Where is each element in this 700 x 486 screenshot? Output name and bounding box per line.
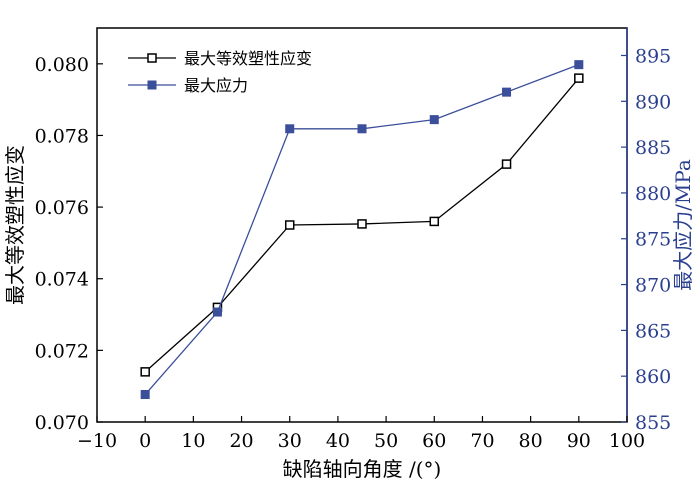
legend-marker-stress xyxy=(147,80,157,90)
right-tick-label: 870 xyxy=(635,275,671,297)
x-tick-label: 0 xyxy=(139,430,151,452)
x-tick-label: 20 xyxy=(229,430,253,452)
series-0-point xyxy=(574,73,584,83)
left-tick-label: 0.070 xyxy=(35,412,89,434)
series-0-point xyxy=(501,159,512,169)
legend: 最大等效塑性应变 最大应力 xyxy=(128,49,312,95)
left-tick-label: 0.080 xyxy=(35,54,89,76)
series-1-point xyxy=(285,124,295,134)
series-1-point xyxy=(429,115,439,125)
x-axis-title: 缺陷轴向角度 /(°) xyxy=(283,457,442,481)
series-1-point xyxy=(502,87,512,97)
right-tick-label: 865 xyxy=(635,320,671,342)
right-tick-label: 860 xyxy=(635,366,671,388)
x-tick-label: 80 xyxy=(519,430,543,452)
x-tick-label: 40 xyxy=(326,430,350,452)
left-tick-label: 0.078 xyxy=(35,125,89,147)
legend-label-strain: 最大等效塑性应变 xyxy=(184,49,312,68)
left-axis-title: 最大等效塑性应变 xyxy=(3,145,27,305)
right-tick-label: 885 xyxy=(635,137,671,159)
x-tick-label: 60 xyxy=(422,430,446,452)
x-tick-label: 70 xyxy=(470,430,494,452)
right-axis-title: 最大应力/MPa xyxy=(671,159,695,291)
series-layer xyxy=(140,60,584,400)
x-tick-label: −10 xyxy=(77,430,117,452)
x-axis-ticks: −10 0 10 20 30 40 50 60 70 80 90 100 xyxy=(77,416,645,452)
series-1-point xyxy=(357,124,367,134)
series-1-point xyxy=(140,390,150,400)
right-tick-label: 890 xyxy=(635,91,671,113)
right-tick-label: 855 xyxy=(635,412,671,434)
right-tick-label: 880 xyxy=(635,183,671,205)
x-tick-label: 30 xyxy=(278,430,302,452)
x-tick-label: 10 xyxy=(181,430,205,452)
right-tick-label: 895 xyxy=(635,45,671,67)
left-axis-ticks: 0.070 0.072 0.074 0.076 0.078 0.080 xyxy=(35,54,103,434)
series-0-point xyxy=(357,219,367,229)
left-tick-label: 0.076 xyxy=(35,197,89,219)
series-0-point xyxy=(284,220,295,230)
series-1-point xyxy=(212,307,222,317)
x-tick-label: 100 xyxy=(609,430,645,452)
x-tick-label: 50 xyxy=(374,430,398,452)
series-0-point xyxy=(429,216,440,227)
legend-marker-strain xyxy=(147,53,157,63)
legend-label-stress: 最大应力 xyxy=(184,76,248,95)
series-1-point xyxy=(574,60,584,70)
right-tick-label: 875 xyxy=(635,229,671,251)
series-line-1 xyxy=(144,64,580,395)
x-tick-label: 90 xyxy=(567,430,591,452)
left-tick-label: 0.074 xyxy=(35,269,89,291)
right-axis-ticks: 855 860 865 870 875 880 885 890 895 xyxy=(621,45,671,434)
series-0-point xyxy=(140,367,150,377)
left-tick-label: 0.072 xyxy=(35,340,89,362)
